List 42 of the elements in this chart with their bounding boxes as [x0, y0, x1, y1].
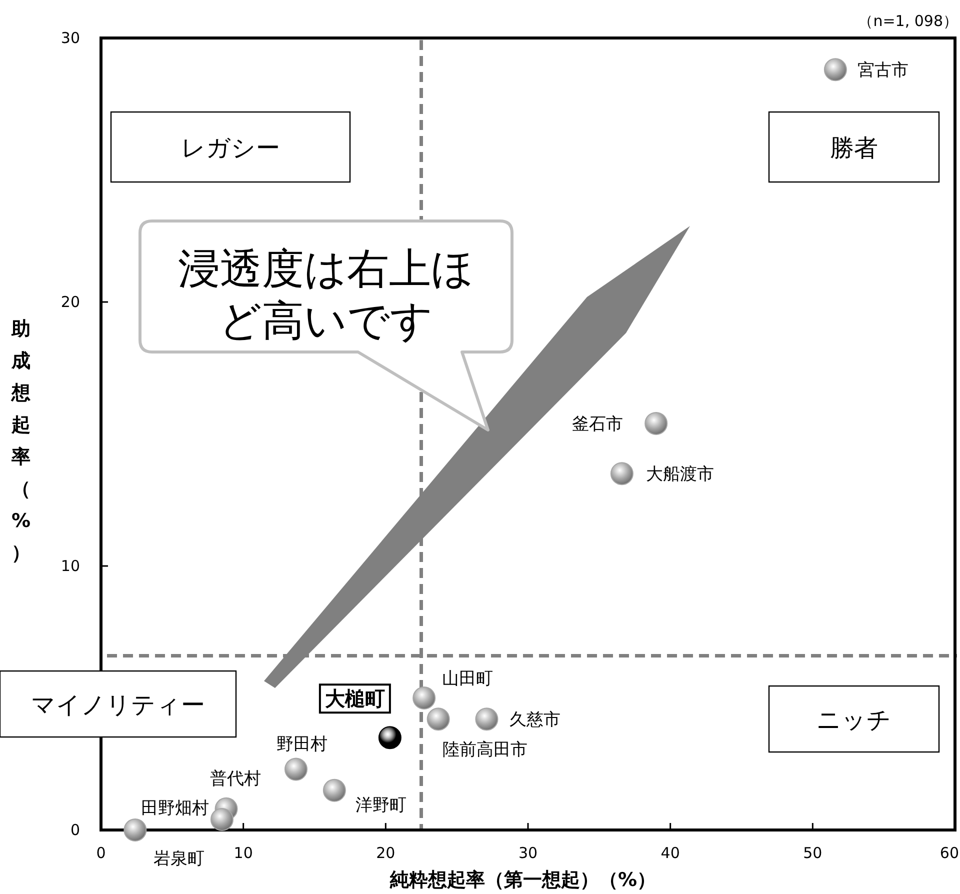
annotation: 岩泉町 — [154, 849, 205, 869]
annotation: 陸前高田市 — [442, 740, 528, 760]
annotation: ニッチ — [816, 706, 892, 734]
point — [284, 758, 308, 781]
annotation: 普代村 — [210, 768, 261, 789]
text: （n=1, 098） — [858, 12, 958, 30]
annotation: 久慈市 — [510, 710, 561, 730]
annotation: 大槌町 — [324, 686, 385, 711]
y-tick-label: 30 — [60, 29, 80, 47]
y-tick-label: 20 — [60, 293, 80, 311]
annotation: レガシー — [181, 134, 280, 162]
annotation: マイノリティー — [31, 691, 205, 719]
point — [824, 58, 847, 82]
point — [475, 708, 498, 731]
point — [322, 778, 346, 802]
x-tick-label: 0 — [96, 844, 106, 862]
x-tick-label: 50 — [803, 844, 822, 862]
point — [610, 462, 634, 486]
annotation: 浸透度は右上ほど高いです — [178, 244, 474, 345]
annotation: 勝者 — [830, 134, 878, 162]
point — [210, 808, 234, 831]
x-tick-label: 30 — [518, 844, 538, 862]
point — [378, 726, 402, 750]
x-tick-label: 10 — [234, 844, 253, 862]
annotation: 大船渡市 — [646, 464, 714, 485]
x-tick-label: 60 — [940, 844, 959, 862]
y-tick-label: 10 — [60, 557, 80, 575]
annotation: 洋野町 — [355, 795, 406, 816]
point — [124, 818, 147, 842]
annotation: 釜石市 — [572, 414, 624, 434]
x-tick-label: 40 — [660, 844, 680, 862]
x-axis-title: 純粋想起率（第一想起）（%） — [388, 869, 656, 891]
annotation: 山田町 — [442, 669, 494, 689]
point — [426, 708, 450, 731]
point — [644, 412, 668, 435]
y-axis-title: 助成想起率（%） — [10, 318, 31, 564]
y-tick-label: 0 — [70, 821, 80, 839]
annotation: 野田村 — [276, 734, 328, 754]
point — [412, 686, 436, 710]
x-tick-label: 20 — [376, 844, 396, 862]
annotation: 田野畑村 — [140, 798, 209, 818]
annotation: 宮古市 — [857, 60, 908, 81]
